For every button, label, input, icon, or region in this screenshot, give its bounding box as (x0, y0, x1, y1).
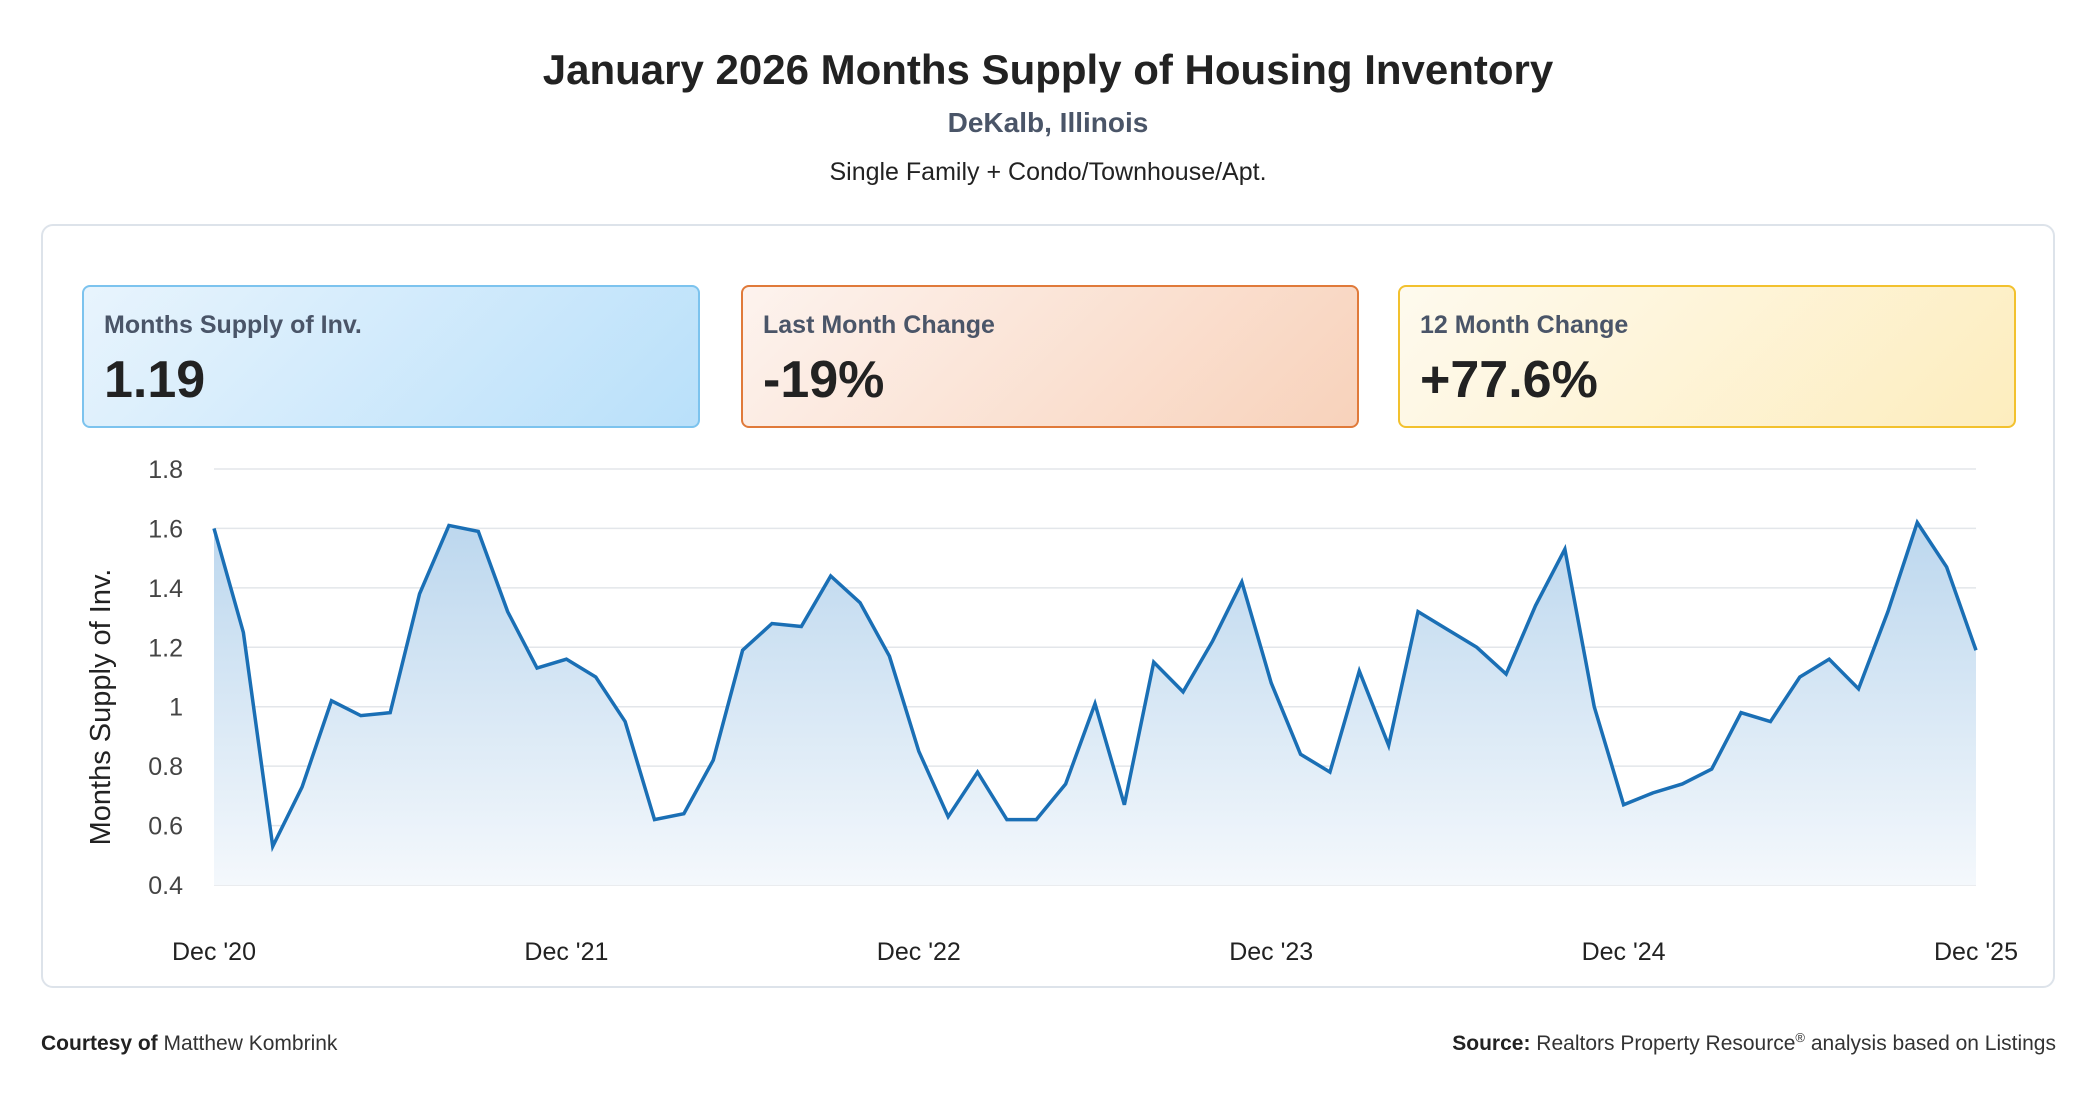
source-label: Source: (1452, 1032, 1531, 1055)
y-tick-label: 1.2 (148, 634, 183, 662)
y-tick-label: 1.4 (148, 575, 183, 603)
y-tick-label: 1 (169, 694, 183, 722)
y-tick-label: 0.4 (148, 872, 183, 900)
courtesy-name: Matthew Kombrink (163, 1032, 338, 1055)
x-tick-label: Dec '23 (1229, 938, 1313, 966)
y-tick-label: 0.6 (148, 813, 183, 841)
x-tick-label: Dec '21 (524, 938, 608, 966)
months-supply-label: Months Supply of Inv. (104, 311, 362, 339)
courtesy-footer: Courtesy of Matthew Kombrink (41, 1030, 337, 1058)
series-line (212, 518, 1978, 853)
y-axis-ticks: 0.4 0.6 0.8 1 1.2 1.4 1.6 1.8 (148, 456, 183, 900)
line-layer (212, 518, 1978, 853)
property-types-subtitle: Single Family + Condo/Townhouse/Apt. (829, 158, 1267, 186)
courtesy-label: Courtesy of (41, 1032, 158, 1055)
source-text: Realtors Property Resource (1536, 1032, 1796, 1055)
x-tick-label: Dec '22 (877, 938, 961, 966)
location-subtitle: DeKalb, Illinois (947, 107, 1149, 138)
twelve-month-change-label: 12 Month Change (1420, 311, 1629, 339)
y-tick-label: 1.8 (148, 456, 183, 484)
months-supply-value: 1.19 (104, 351, 206, 409)
last-month-change-label: Last Month Change (763, 311, 995, 339)
last-month-change-card: Last Month Change -19% (741, 285, 1359, 428)
page-title: January 2026 Months Supply of Housing In… (542, 46, 1554, 93)
source-text-suffix: analysis based on Listings (1805, 1032, 2056, 1055)
months-supply-card: Months Supply of Inv. 1.19 (82, 285, 700, 428)
x-tick-label: Dec '24 (1582, 938, 1666, 966)
twelve-month-change-value: +77.6% (1420, 351, 1598, 409)
y-tick-label: 0.8 (148, 753, 183, 781)
y-axis-label: Months Supply of Inv. (85, 569, 117, 846)
source-footer: Source: Realtors Property Resource® anal… (1452, 1030, 2056, 1058)
twelve-month-change-card: 12 Month Change +77.6% (1398, 285, 2016, 428)
registered-mark: ® (1795, 1030, 1805, 1045)
y-tick-label: 1.6 (148, 515, 183, 543)
x-axis-ticks: Dec '20 Dec '21 Dec '22 Dec '23 Dec '24 Dec '… (172, 938, 2018, 966)
x-tick-label: Dec '25 (1934, 938, 2018, 966)
x-tick-label: Dec '20 (172, 938, 256, 966)
last-month-change-value: -19% (763, 351, 885, 409)
months-supply-chart: 0.40.60.811.21.41.61.8 Dec '20 Dec '21 Dec… (85, 456, 2018, 966)
